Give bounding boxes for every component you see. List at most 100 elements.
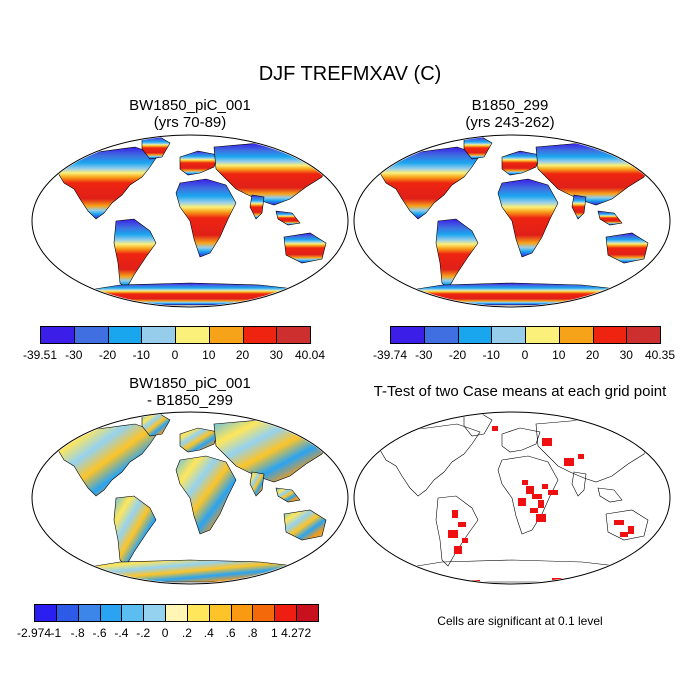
colorbar-swatch	[276, 326, 311, 344]
land-europe	[501, 150, 541, 176]
significant-cell	[538, 500, 544, 508]
colorbar-swatch	[230, 604, 254, 622]
significant-cell	[592, 578, 598, 583]
significant-cell	[564, 458, 574, 466]
land-india	[571, 471, 587, 497]
land-australia	[605, 509, 649, 541]
colorbar-swatch	[274, 604, 298, 622]
colorbar-swatch	[34, 604, 57, 622]
significant-cell	[602, 574, 610, 579]
colorbar-swatch	[457, 326, 493, 344]
panel-title-line1: BW1850_piC_001	[129, 375, 251, 392]
colorbar-label: .6	[225, 626, 236, 640]
land-australia	[283, 232, 327, 264]
colorbar-label: -1	[50, 626, 62, 640]
significant-cell	[614, 520, 624, 525]
land-seAsia	[275, 210, 301, 226]
colorbar-swatch	[175, 326, 210, 344]
colorbar-label: -2.974	[16, 626, 52, 640]
panel-title-line2: - B1850_299	[147, 392, 233, 409]
colorbar-swatch	[208, 326, 244, 344]
land-southAmerica	[113, 218, 157, 290]
significant-cell	[522, 480, 528, 485]
colorbar-label: 20	[585, 348, 600, 362]
significant-cell	[578, 454, 584, 459]
land-australia	[283, 509, 327, 541]
significant-cell	[532, 494, 542, 499]
colorbar-swatch	[143, 604, 167, 622]
colorbar-top-right: -39.74 -30 -20 -10 0 10 20 30 40.35	[373, 326, 675, 362]
figure-title: DJF TREFMXAV (C)	[258, 63, 442, 85]
significance-note: Cells are significant at 0.1 level	[437, 614, 603, 628]
colorbar-swatch	[491, 326, 526, 344]
map-panel-bottom-right	[353, 411, 671, 585]
land-australia	[605, 232, 649, 264]
significant-cell	[542, 484, 548, 489]
colorbar-label: .8	[247, 626, 258, 640]
colorbar-label: 30	[619, 348, 633, 362]
land-india	[249, 471, 265, 497]
significant-cell	[452, 510, 458, 518]
significant-cell	[542, 438, 552, 446]
land-africa	[497, 178, 559, 258]
significant-cell	[548, 490, 558, 495]
significant-cell	[448, 530, 458, 538]
colorbar-swatch	[55, 604, 79, 622]
colorbar-label: -10	[132, 348, 150, 362]
significant-cell	[454, 546, 462, 554]
land-europe	[179, 427, 219, 453]
land-seAsia	[275, 487, 301, 503]
significant-cell	[526, 486, 534, 494]
colorbar-swatch	[165, 604, 188, 622]
colorbar-label: 0	[521, 348, 529, 362]
map-panel-bottom-left	[31, 411, 349, 585]
colorbar-label: -.8	[70, 626, 85, 640]
colorbar-top-left: -39.51 -30 -20 -10 0 10 20 30 40.04	[23, 326, 325, 362]
colorbar-label: -39.74	[372, 348, 408, 362]
significant-cell	[620, 532, 628, 537]
land-africa	[497, 455, 559, 535]
colorbar-swatch	[141, 326, 176, 344]
colorbar-label: -20	[98, 348, 117, 362]
colorbar-label: 0	[161, 626, 169, 640]
panel-title-top-left: BW1850_piC_001 (yrs 70-89)	[35, 97, 345, 131]
significant-cell	[492, 426, 498, 431]
significant-cell	[462, 538, 468, 543]
land-europe	[501, 427, 541, 453]
land-india	[571, 194, 587, 220]
colorbar-swatch	[107, 326, 143, 344]
panel-title-bottom-left: BW1850_piC_001 - B1850_299	[35, 375, 345, 409]
land-europe	[179, 150, 219, 176]
colorbar-swatch	[99, 604, 123, 622]
colorbar-label: .2	[181, 626, 192, 640]
colorbar-label: 4.272	[281, 626, 312, 640]
map-panel-top-right	[353, 134, 671, 308]
colorbar-label: 10	[552, 348, 566, 362]
colorbar-label: -.4	[114, 626, 129, 640]
land-southAmerica	[113, 495, 157, 567]
colorbar-label: 20	[235, 348, 250, 362]
colorbar-swatch	[242, 326, 278, 344]
colorbar-label: 40.35	[644, 348, 676, 362]
panel-title-line2: (yrs 243-262)	[465, 114, 555, 131]
colorbar-label: 0	[171, 348, 179, 362]
land-africa	[175, 455, 237, 535]
land-southAmerica	[435, 218, 479, 290]
significant-cell	[530, 508, 538, 513]
colorbar-swatch	[390, 326, 425, 344]
colorbar-label: -39.51	[22, 348, 58, 362]
land-india	[249, 194, 265, 220]
colorbar-label: 10	[202, 348, 216, 362]
colorbar-label: 30	[269, 348, 283, 362]
colorbar-swatch	[525, 326, 560, 344]
colorbar-label: -.2	[136, 626, 151, 640]
colorbar-label: -30	[415, 348, 433, 362]
colorbar-label: -20	[448, 348, 467, 362]
panel-title-line1: B1850_299	[471, 97, 549, 114]
panel-title-bottom-right: T-Test of two Case means at each grid po…	[373, 383, 667, 400]
colorbar-swatch	[77, 604, 101, 622]
colorbar-swatch	[626, 326, 661, 344]
map-panel-top-left	[31, 134, 349, 308]
significant-cell	[458, 522, 466, 527]
panel-title-line1: BW1850_piC_001	[129, 97, 251, 114]
